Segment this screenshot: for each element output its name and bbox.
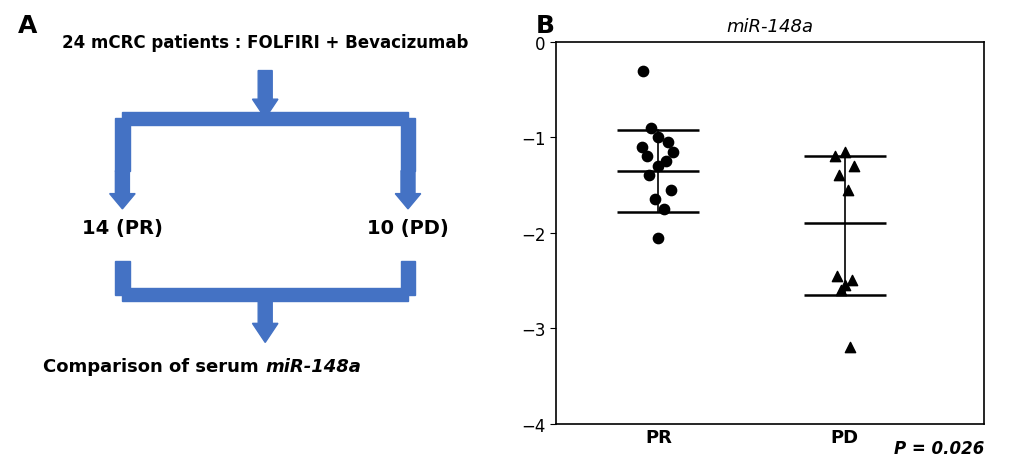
Text: 10 (PD): 10 (PD) bbox=[367, 219, 448, 238]
Point bbox=[649, 234, 665, 242]
Point bbox=[664, 149, 681, 156]
Point bbox=[662, 187, 679, 194]
FancyBboxPatch shape bbox=[115, 119, 129, 171]
Point bbox=[830, 172, 847, 180]
Point bbox=[655, 206, 672, 213]
Point bbox=[659, 139, 676, 147]
Point bbox=[836, 282, 852, 289]
Point bbox=[657, 158, 674, 166]
FancyBboxPatch shape bbox=[400, 119, 415, 171]
Point bbox=[842, 344, 858, 351]
Polygon shape bbox=[395, 171, 421, 209]
Point bbox=[642, 125, 658, 132]
Point bbox=[635, 68, 651, 75]
Polygon shape bbox=[253, 295, 277, 343]
Point bbox=[845, 163, 861, 170]
Point bbox=[840, 187, 856, 194]
FancyBboxPatch shape bbox=[122, 288, 408, 302]
Point bbox=[828, 272, 845, 280]
Point bbox=[633, 144, 649, 151]
Point bbox=[646, 196, 662, 204]
FancyBboxPatch shape bbox=[122, 112, 408, 126]
Text: A: A bbox=[18, 14, 37, 38]
Text: Comparison of serum: Comparison of serum bbox=[43, 357, 265, 376]
Text: P = 0.026: P = 0.026 bbox=[893, 439, 983, 457]
Point bbox=[649, 163, 665, 170]
Point bbox=[640, 172, 656, 180]
Point bbox=[826, 153, 843, 161]
Text: B: B bbox=[535, 14, 554, 38]
Point bbox=[843, 277, 859, 285]
FancyBboxPatch shape bbox=[115, 262, 129, 295]
Polygon shape bbox=[253, 71, 277, 119]
FancyBboxPatch shape bbox=[400, 262, 415, 295]
Point bbox=[836, 149, 852, 156]
Text: miR-148a: miR-148a bbox=[265, 357, 361, 376]
Text: 14 (PR): 14 (PR) bbox=[82, 219, 163, 238]
Text: 24 mCRC patients : FOLFIRI + Bevacizumab: 24 mCRC patients : FOLFIRI + Bevacizumab bbox=[62, 34, 468, 52]
Polygon shape bbox=[110, 171, 136, 209]
Point bbox=[649, 134, 665, 142]
Point bbox=[638, 153, 654, 161]
Title: miR-148a: miR-148a bbox=[726, 18, 813, 36]
Point bbox=[832, 287, 848, 294]
